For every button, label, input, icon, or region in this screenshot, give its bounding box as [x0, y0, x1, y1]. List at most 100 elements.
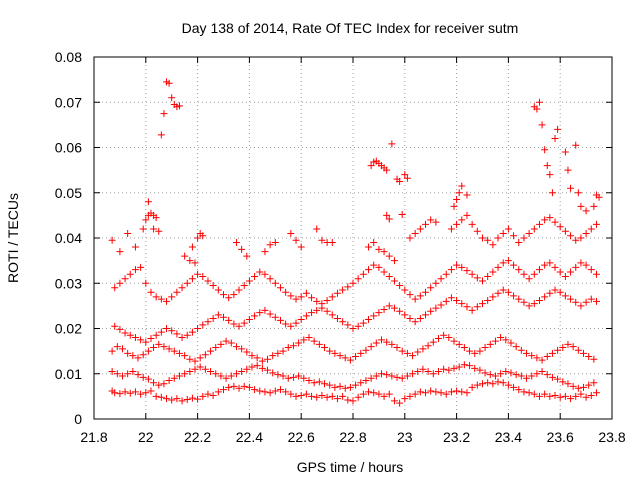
data-point — [295, 339, 303, 347]
data-point — [194, 234, 202, 242]
data-point — [175, 102, 183, 110]
y-tick-label: 0.06 — [55, 140, 82, 156]
data-point — [186, 355, 194, 363]
data-point — [297, 315, 305, 323]
data-point — [240, 282, 248, 290]
data-point — [139, 373, 147, 381]
data-point — [453, 387, 461, 395]
data-point — [484, 236, 492, 244]
data-point — [523, 349, 531, 357]
data-point — [554, 125, 562, 133]
data-point — [227, 372, 235, 380]
data-point — [232, 343, 240, 351]
data-point — [370, 239, 378, 247]
data-point — [276, 386, 284, 394]
data-point — [463, 267, 471, 275]
data-point — [491, 337, 499, 345]
data-point — [466, 362, 474, 370]
data-point — [152, 214, 160, 222]
data-point — [139, 225, 147, 233]
data-point — [144, 347, 152, 355]
data-point — [292, 295, 300, 303]
data-point — [139, 351, 147, 359]
data-point — [447, 388, 455, 396]
data-point — [491, 372, 499, 380]
data-point — [585, 381, 593, 389]
data-point — [427, 307, 435, 315]
data-point — [168, 293, 176, 301]
data-point — [541, 293, 549, 301]
data-point — [134, 371, 142, 379]
data-point — [569, 343, 577, 351]
data-point — [512, 343, 520, 351]
data-point — [144, 375, 152, 383]
data-point — [468, 383, 476, 391]
data-point — [507, 339, 515, 347]
data-point — [377, 336, 385, 344]
data-point — [367, 374, 375, 382]
data-point — [502, 367, 510, 375]
data-point — [383, 371, 391, 379]
data-point — [535, 296, 543, 304]
data-point — [157, 393, 165, 401]
data-point — [548, 349, 556, 357]
data-point — [113, 370, 121, 378]
data-point — [388, 140, 396, 148]
data-point — [116, 279, 124, 287]
y-tick-label: 0.01 — [55, 366, 82, 382]
data-point — [116, 390, 124, 398]
data-point — [533, 354, 541, 362]
data-point — [535, 392, 543, 400]
data-point — [243, 252, 251, 260]
data-point — [362, 346, 370, 354]
data-point — [530, 225, 538, 233]
data-point — [460, 344, 468, 352]
data-point — [479, 300, 486, 308]
data-point — [587, 391, 595, 399]
data-point — [321, 344, 329, 352]
data-point — [476, 366, 484, 374]
data-point — [214, 388, 222, 396]
data-point — [546, 171, 554, 179]
data-point — [220, 291, 227, 299]
data-point — [546, 214, 554, 222]
data-point — [559, 378, 567, 386]
data-point — [274, 371, 282, 379]
data-point — [468, 220, 476, 228]
data-point — [199, 321, 207, 329]
data-point — [256, 309, 264, 317]
data-point — [163, 395, 171, 403]
data-point — [160, 343, 168, 351]
data-point — [137, 336, 145, 344]
data-point — [137, 263, 145, 271]
data-point — [390, 304, 398, 312]
data-point — [424, 367, 432, 375]
data-point — [240, 319, 248, 327]
data-point — [116, 248, 124, 256]
data-point — [530, 390, 538, 398]
data-point — [124, 349, 132, 357]
data-point — [266, 275, 274, 283]
data-point — [188, 275, 196, 283]
data-point — [525, 302, 533, 310]
data-point — [157, 328, 165, 336]
data-point — [556, 288, 564, 296]
data-point — [592, 389, 600, 397]
data-point — [354, 275, 362, 283]
data-point — [580, 349, 588, 357]
data-point — [424, 342, 432, 350]
data-point — [308, 309, 316, 317]
data-point — [494, 289, 502, 297]
data-point — [590, 202, 598, 210]
data-point — [590, 355, 598, 363]
data-point — [274, 349, 282, 357]
data-point — [473, 227, 481, 235]
data-point — [336, 382, 344, 390]
data-point — [121, 275, 129, 283]
data-point — [398, 374, 406, 382]
data-point — [520, 388, 528, 396]
data-point — [401, 171, 409, 179]
data-point — [572, 141, 580, 149]
y-tick-label: 0.04 — [55, 230, 82, 246]
data-point — [528, 352, 536, 360]
